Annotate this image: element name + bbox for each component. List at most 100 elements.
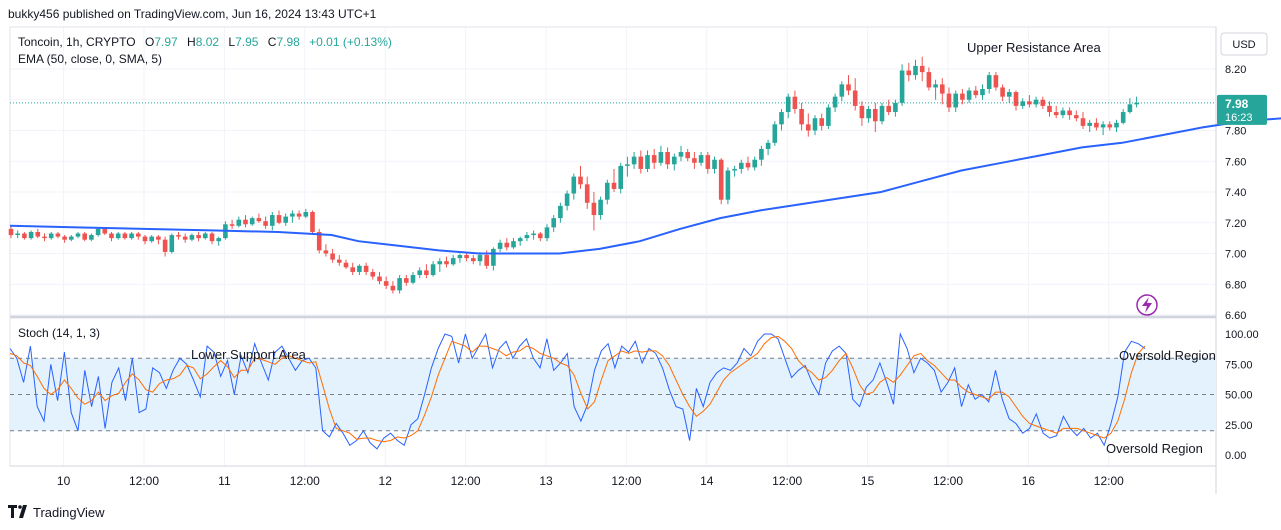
candle[interactable] (1100, 121, 1106, 136)
candle[interactable] (1107, 121, 1113, 131)
candle[interactable] (986, 72, 992, 94)
candle[interactable] (1114, 119, 1119, 133)
candle[interactable] (1094, 118, 1099, 131)
candle[interactable] (953, 90, 958, 113)
candle[interactable] (725, 167, 731, 205)
lightning-icon[interactable] (1136, 294, 1158, 316)
candle[interactable] (357, 264, 362, 276)
price-axis[interactable]: 8.208.007.807.607.407.207.006.806.60 (1225, 64, 1246, 322)
candle[interactable] (651, 148, 657, 169)
candle[interactable] (899, 64, 905, 106)
candle[interactable] (290, 210, 295, 223)
candle[interactable] (645, 150, 650, 173)
candle[interactable] (879, 102, 885, 125)
candle[interactable] (82, 231, 87, 242)
candle[interactable] (886, 99, 891, 116)
candle[interactable] (913, 59, 918, 80)
candle[interactable] (973, 85, 979, 99)
candle[interactable] (62, 235, 67, 243)
candle[interactable] (444, 256, 449, 268)
candle[interactable] (424, 264, 429, 279)
candle[interactable] (538, 231, 543, 242)
candle[interactable] (410, 271, 416, 285)
candle[interactable] (692, 152, 697, 169)
candle[interactable] (370, 268, 376, 280)
candle[interactable] (89, 233, 94, 242)
candle[interactable] (933, 79, 938, 100)
candle[interactable] (1127, 98, 1133, 114)
candle[interactable] (732, 165, 737, 177)
candle[interactable] (571, 173, 577, 200)
candle[interactable] (55, 231, 61, 239)
candle[interactable] (122, 231, 128, 240)
candle[interactable] (497, 239, 503, 252)
candle[interactable] (283, 213, 288, 226)
candle[interactable] (511, 238, 516, 249)
candle[interactable] (1000, 84, 1005, 102)
candle[interactable] (75, 231, 81, 239)
candle[interactable] (712, 156, 717, 174)
candle[interactable] (517, 236, 523, 246)
stoch-legend[interactable]: Stoch (14, 1, 3) (18, 326, 100, 340)
candle[interactable] (873, 102, 878, 133)
candle[interactable] (625, 156, 630, 177)
candle[interactable] (752, 156, 757, 171)
candle[interactable] (256, 213, 262, 223)
candle[interactable] (343, 259, 349, 269)
candle[interactable] (859, 101, 865, 126)
candle[interactable] (203, 231, 208, 240)
candle[interactable] (591, 192, 597, 231)
candle[interactable] (558, 202, 563, 223)
candle[interactable] (672, 153, 677, 171)
candle[interactable] (926, 67, 932, 91)
candle[interactable] (35, 228, 41, 239)
candle[interactable] (169, 233, 175, 254)
candle[interactable] (1080, 112, 1086, 129)
candle[interactable] (95, 227, 101, 237)
candle[interactable] (156, 235, 161, 245)
currency-button[interactable] (1220, 32, 1268, 56)
candle[interactable] (491, 247, 496, 271)
candle[interactable] (832, 93, 838, 113)
candle[interactable] (1033, 96, 1039, 108)
candle[interactable] (457, 253, 463, 263)
candle[interactable] (578, 165, 583, 189)
candle[interactable] (363, 262, 369, 276)
candle[interactable] (1067, 107, 1072, 120)
candle[interactable] (437, 258, 443, 272)
candle[interactable] (893, 99, 898, 117)
candle[interactable] (417, 267, 422, 279)
candle[interactable] (759, 145, 764, 166)
candle[interactable] (531, 230, 536, 240)
candle[interactable] (350, 262, 355, 276)
candle[interactable] (303, 208, 309, 219)
candle[interactable] (806, 113, 811, 137)
candle[interactable] (249, 216, 255, 226)
candle[interactable] (685, 148, 690, 162)
candle[interactable] (1053, 105, 1059, 119)
candle[interactable] (960, 88, 965, 105)
candle[interactable] (966, 87, 972, 103)
candle[interactable] (852, 78, 858, 111)
candle[interactable] (109, 231, 114, 242)
candle[interactable] (42, 233, 47, 242)
candle[interactable] (1074, 110, 1079, 122)
candle[interactable] (772, 121, 778, 146)
candle[interactable] (1134, 96, 1139, 108)
candle[interactable] (980, 84, 985, 100)
candle[interactable] (739, 159, 744, 174)
candle[interactable] (1060, 107, 1066, 119)
candle[interactable] (162, 236, 168, 257)
candle[interactable] (799, 102, 804, 131)
candle[interactable] (940, 78, 945, 105)
time-axis[interactable]: 10 12:00 11 12:00 12 12:00 13 12:00 14 12:00 15 12:… (57, 474, 1124, 488)
candle[interactable] (383, 276, 389, 289)
candle[interactable] (718, 158, 724, 205)
candle[interactable] (665, 147, 670, 169)
candle[interactable] (551, 215, 556, 232)
candle[interactable] (1087, 119, 1092, 133)
candle[interactable] (69, 235, 74, 242)
candle[interactable] (785, 93, 791, 119)
candle[interactable] (919, 56, 925, 82)
